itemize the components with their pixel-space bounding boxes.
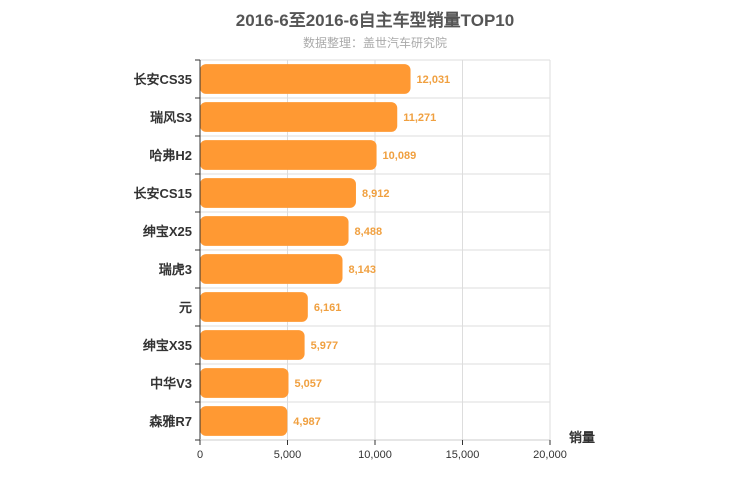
- category-label: 长安CS15: [133, 186, 192, 201]
- x-tick-label: 0: [197, 449, 203, 461]
- value-label: 8,488: [355, 226, 383, 238]
- category-label: 瑞风S3: [150, 110, 192, 125]
- bar: [200, 330, 305, 360]
- value-label: 4,987: [293, 416, 321, 428]
- value-label: 6,161: [314, 302, 342, 314]
- value-label: 10,089: [383, 150, 417, 162]
- category-label: 长安CS35: [133, 72, 192, 87]
- value-label: 12,031: [417, 74, 451, 86]
- value-label: 8,912: [362, 188, 390, 200]
- bar: [200, 216, 349, 246]
- category-label: 哈弗H2: [149, 148, 192, 163]
- category-label: 瑞虎3: [159, 262, 192, 277]
- x-tick-label: 15,000: [446, 449, 480, 461]
- x-tick-label: 20,000: [533, 449, 567, 461]
- value-label: 11,271: [403, 112, 436, 124]
- bar: [200, 140, 377, 170]
- bar: [200, 406, 288, 436]
- value-label: 5,057: [294, 378, 322, 390]
- x-axis-title: 销量: [569, 430, 595, 445]
- bar: [200, 254, 343, 284]
- bar: [200, 64, 411, 94]
- value-label: 8,143: [349, 264, 377, 276]
- category-label: 绅宝X25: [143, 224, 192, 239]
- category-label: 元: [179, 300, 192, 315]
- x-tick-label: 5,000: [274, 449, 302, 461]
- bar: [200, 102, 398, 132]
- x-tick-label: 10,000: [358, 449, 392, 461]
- bar: [200, 292, 308, 322]
- category-label: 绅宝X35: [143, 338, 192, 353]
- bar: [200, 178, 356, 208]
- value-label: 5,977: [311, 340, 339, 352]
- category-label: 森雅R7: [149, 414, 192, 429]
- category-label: 中华V3: [150, 376, 192, 391]
- bar: [200, 368, 289, 398]
- chart-subtitle: 数据整理：盖世汽车研究院: [302, 36, 447, 50]
- chart-title: 2016-6至2016-6自主车型销量TOP10: [235, 11, 515, 30]
